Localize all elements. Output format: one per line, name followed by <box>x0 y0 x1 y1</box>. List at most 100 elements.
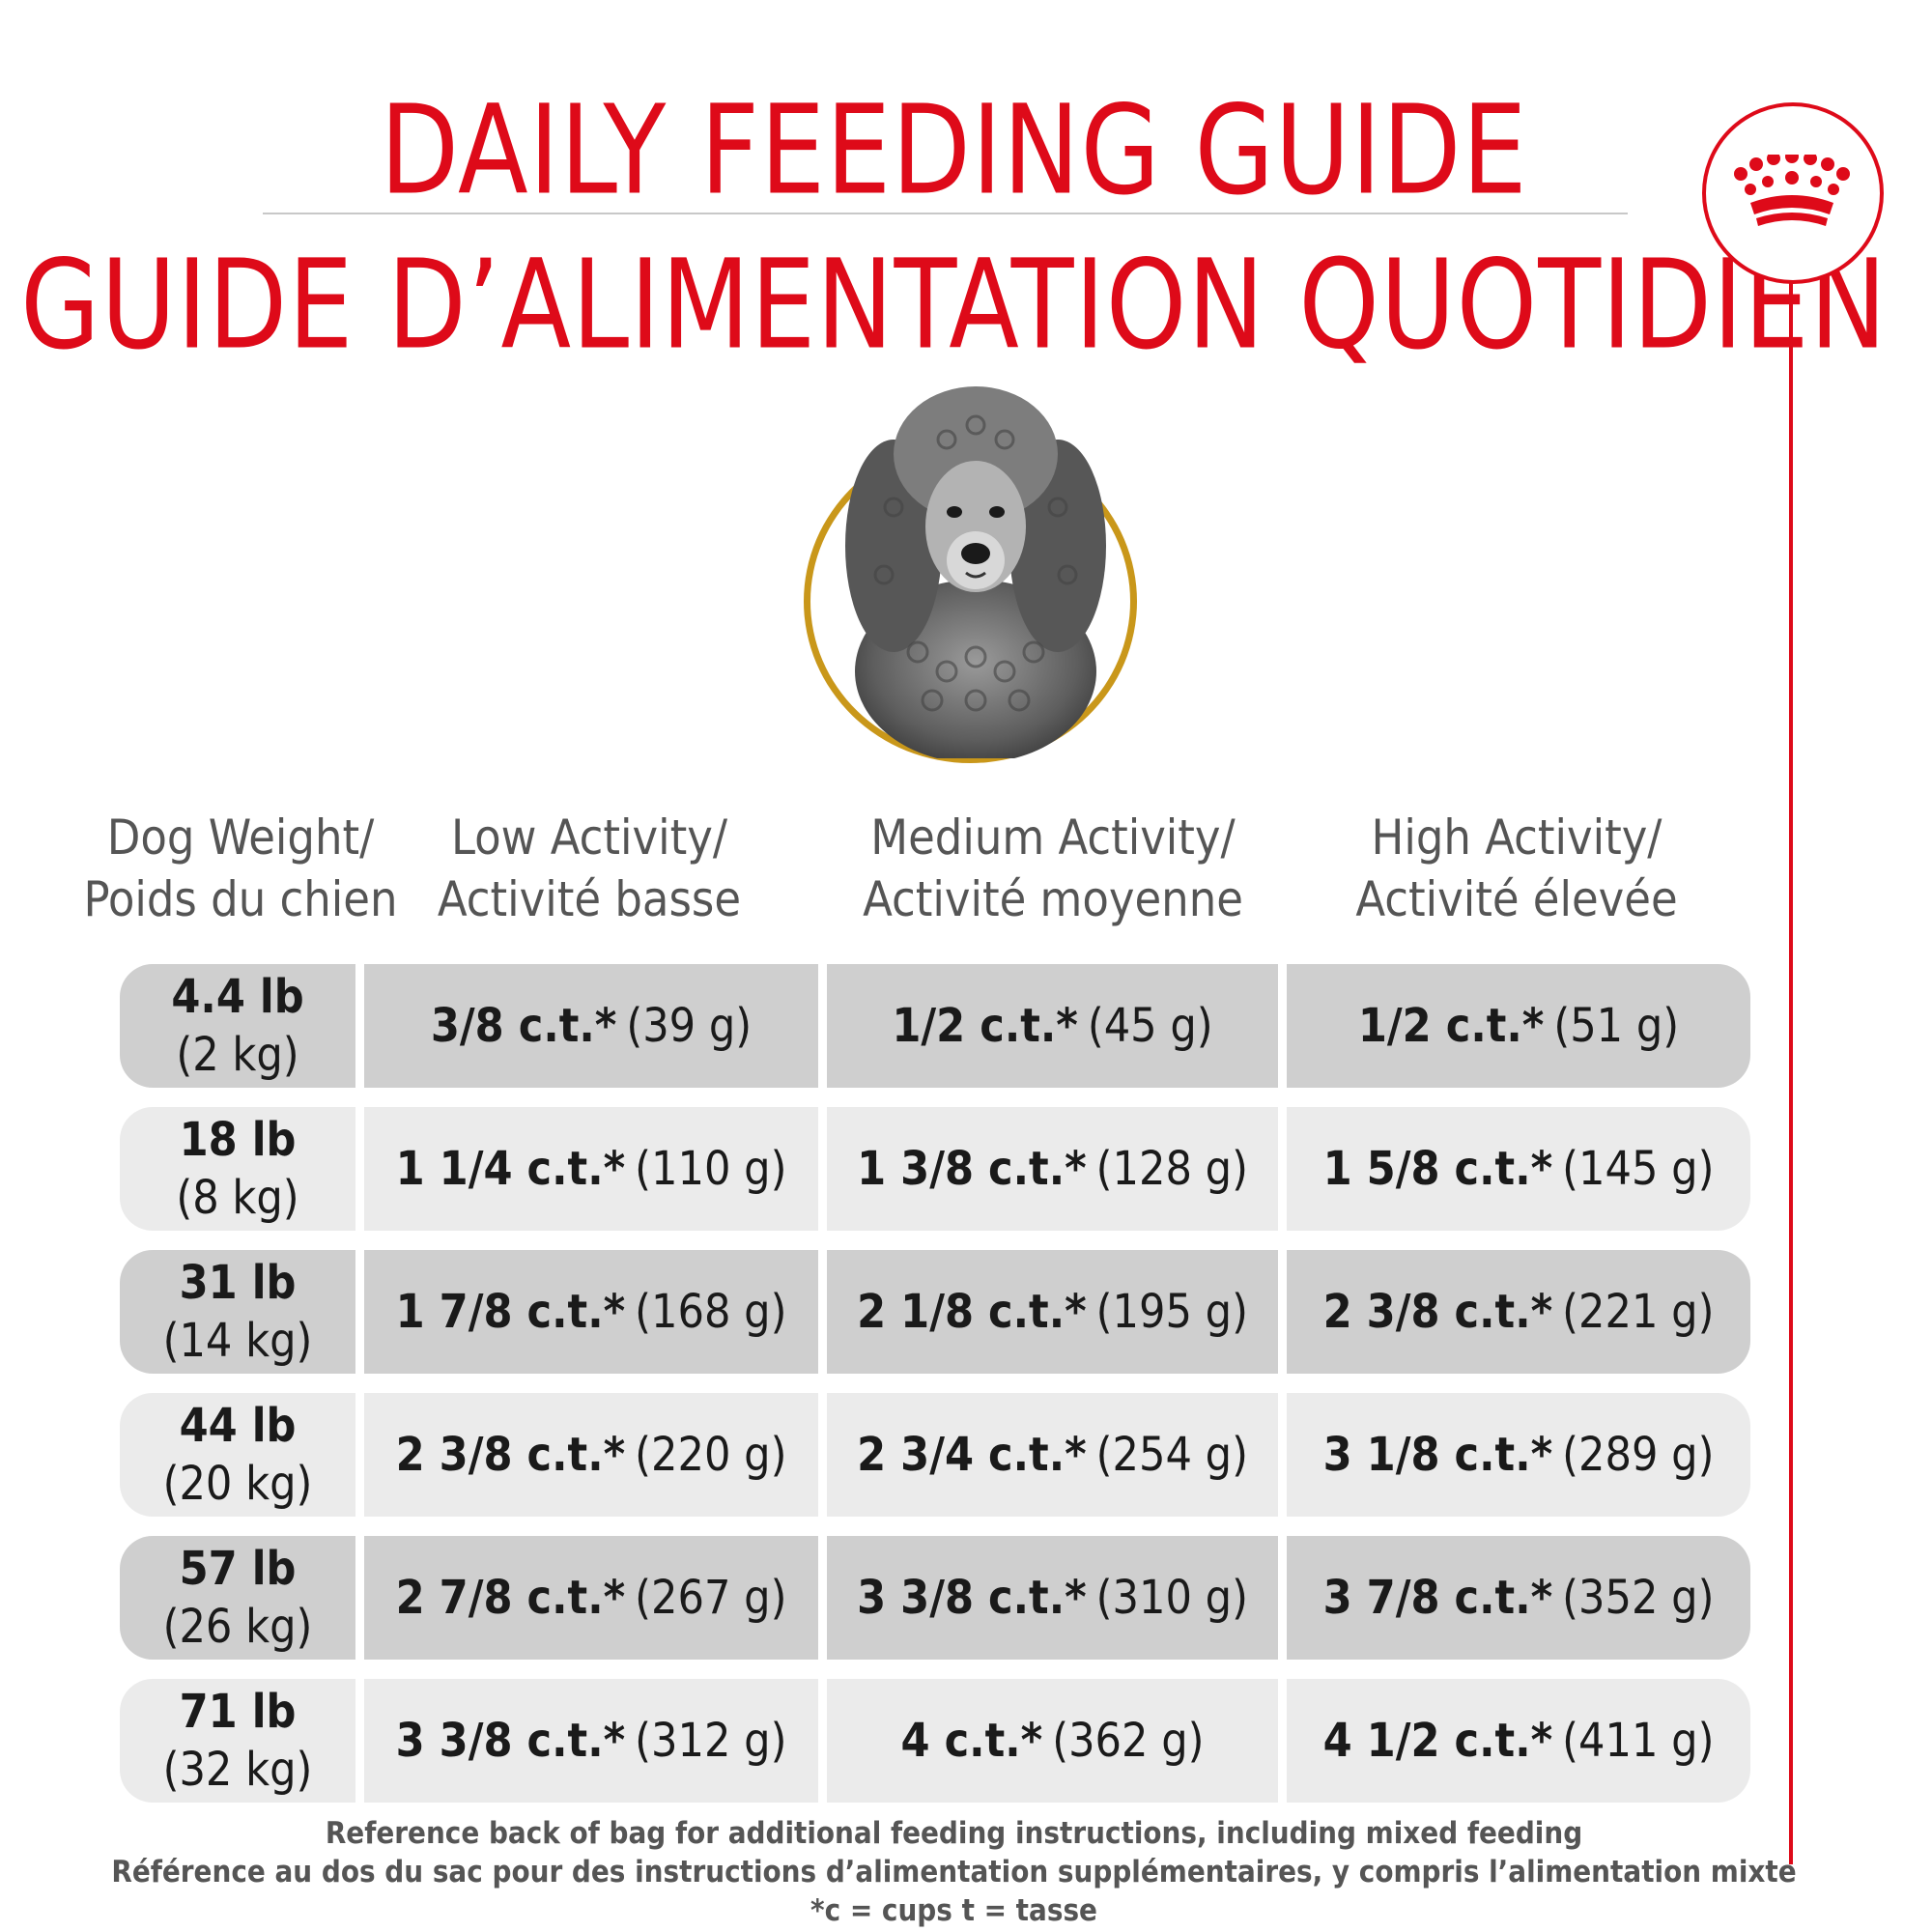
title-divider <box>263 213 1628 214</box>
portion-cell-med: 2 3/4 c.t.* (254 g) <box>827 1393 1278 1517</box>
portion-cell-low: 1 1/4 c.t.* (110 g) <box>364 1107 818 1231</box>
column-divider <box>1278 964 1287 1088</box>
portion-grams: (352 g) <box>1562 1571 1715 1625</box>
portion-grams: (289 g) <box>1562 1428 1715 1482</box>
portion-amount: 4 1/2 c.t.* <box>1322 1714 1553 1768</box>
column-divider <box>355 1393 364 1517</box>
portion-grams: (411 g) <box>1562 1714 1715 1768</box>
portion-amount: 2 3/8 c.t.* <box>1322 1285 1553 1339</box>
portion-grams: (45 g) <box>1087 999 1213 1053</box>
column-divider <box>1278 1536 1287 1660</box>
portion-amount: 3 7/8 c.t.* <box>1322 1571 1553 1625</box>
portion-cell-low: 3 3/8 c.t.* (312 g) <box>364 1679 818 1803</box>
portion-grams: (195 g) <box>1095 1285 1248 1339</box>
weight-kg: (26 kg) <box>162 1600 313 1654</box>
portion-cell-high: 3 1/8 c.t.* (289 g) <box>1287 1393 1750 1517</box>
weight-lb: 44 lb <box>179 1399 297 1453</box>
weight-kg: (8 kg) <box>176 1171 299 1225</box>
portion-amount: 1 1/4 c.t.* <box>395 1142 626 1196</box>
column-divider <box>355 1679 364 1803</box>
portion-amount: 3/8 c.t.* <box>430 999 617 1053</box>
poodle-dog-icon <box>845 386 1106 758</box>
portion-amount: 2 3/4 c.t.* <box>857 1428 1087 1482</box>
footnote-units: *c = cups t = tasse <box>810 1893 1097 1928</box>
column-divider <box>818 1250 827 1374</box>
weight-kg: (20 kg) <box>162 1457 313 1511</box>
weight-cell: 71 lb (32 kg) <box>120 1679 355 1803</box>
table-row <box>120 1679 1750 1803</box>
title-french: GUIDE D’ALIMENTATION QUOTIDIEN <box>20 232 1888 377</box>
column-divider <box>818 1679 827 1803</box>
column-header-medium-activity: Medium Activity/Activité moyenne <box>863 810 1243 927</box>
weight-lb: 31 lb <box>179 1256 297 1310</box>
portion-cell-low: 3/8 c.t.* (39 g) <box>364 964 818 1088</box>
footnote-english: Reference back of bag for additional fee… <box>325 1816 1583 1851</box>
column-header-weight: Dog Weight/Poids du chien <box>83 810 398 927</box>
column-divider <box>818 1107 827 1231</box>
portion-amount: 2 1/8 c.t.* <box>857 1285 1087 1339</box>
weight-kg: (2 kg) <box>176 1028 299 1082</box>
weight-cell: 31 lb (14 kg) <box>120 1250 355 1374</box>
footnote-french: Référence au dos du sac pour des instruc… <box>111 1855 1797 1889</box>
table-row <box>120 1107 1750 1231</box>
portion-grams: (267 g) <box>635 1571 787 1625</box>
weight-lb: 18 lb <box>179 1113 297 1167</box>
portion-cell-low: 2 7/8 c.t.* (267 g) <box>364 1536 818 1660</box>
column-header-high-activity: High Activity/Activité élevée <box>1355 810 1678 927</box>
portion-amount: 3 1/8 c.t.* <box>1322 1428 1553 1482</box>
portion-amount: 1/2 c.t.* <box>1357 999 1545 1053</box>
portion-cell-med: 3 3/8 c.t.* (310 g) <box>827 1536 1278 1660</box>
table-row <box>120 1393 1750 1517</box>
portion-amount: 4 c.t.* <box>900 1714 1043 1768</box>
portion-cell-med: 4 c.t.* (362 g) <box>827 1679 1278 1803</box>
portion-cell-high: 4 1/2 c.t.* (411 g) <box>1287 1679 1750 1803</box>
title-english: DAILY FEEDING GUIDE <box>380 77 1528 222</box>
portion-grams: (39 g) <box>626 999 753 1053</box>
portion-grams: (110 g) <box>635 1142 787 1196</box>
column-divider <box>1278 1107 1287 1231</box>
portion-grams: (168 g) <box>635 1285 787 1339</box>
table-row <box>120 1250 1750 1374</box>
portion-amount: 3 3/8 c.t.* <box>395 1714 626 1768</box>
column-divider <box>818 1536 827 1660</box>
portion-amount: 2 7/8 c.t.* <box>395 1571 626 1625</box>
portion-grams: (310 g) <box>1095 1571 1248 1625</box>
column-divider <box>1278 1393 1287 1517</box>
weight-cell: 57 lb (26 kg) <box>120 1536 355 1660</box>
portion-grams: (51 g) <box>1553 999 1680 1053</box>
brand-vertical-line <box>1789 282 1793 1864</box>
column-divider <box>355 964 364 1088</box>
table-row <box>120 1536 1750 1660</box>
column-divider <box>355 1250 364 1374</box>
crown-icon <box>1734 155 1850 226</box>
portion-grams: (145 g) <box>1562 1142 1715 1196</box>
portion-amount: 1/2 c.t.* <box>892 999 1078 1053</box>
weight-cell: 18 lb (8 kg) <box>120 1107 355 1231</box>
portion-cell-low: 2 3/8 c.t.* (220 g) <box>364 1393 818 1517</box>
table-row <box>120 964 1750 1088</box>
portion-amount: 1 7/8 c.t.* <box>395 1285 626 1339</box>
portion-grams: (254 g) <box>1095 1428 1248 1482</box>
column-divider <box>355 1107 364 1231</box>
portion-cell-high: 3 7/8 c.t.* (352 g) <box>1287 1536 1750 1660</box>
portion-cell-med: 1 3/8 c.t.* (128 g) <box>827 1107 1278 1231</box>
portion-amount: 2 3/8 c.t.* <box>395 1428 626 1482</box>
weight-kg: (14 kg) <box>162 1314 313 1368</box>
column-divider <box>818 964 827 1088</box>
brand-logo-badge <box>1702 102 1884 284</box>
column-divider <box>1278 1250 1287 1374</box>
portion-grams: (362 g) <box>1052 1714 1205 1768</box>
portion-amount: 3 3/8 c.t.* <box>857 1571 1087 1625</box>
portion-cell-med: 1/2 c.t.* (45 g) <box>827 964 1278 1088</box>
weight-lb: 4.4 lb <box>171 970 304 1024</box>
portion-grams: (221 g) <box>1562 1285 1715 1339</box>
portion-amount: 1 5/8 c.t.* <box>1322 1142 1553 1196</box>
column-divider <box>355 1536 364 1660</box>
portion-amount: 1 3/8 c.t.* <box>857 1142 1087 1196</box>
portion-cell-low: 1 7/8 c.t.* (168 g) <box>364 1250 818 1374</box>
portion-grams: (128 g) <box>1095 1142 1248 1196</box>
weight-lb: 57 lb <box>179 1542 297 1596</box>
portion-cell-med: 2 1/8 c.t.* (195 g) <box>827 1250 1278 1374</box>
weight-kg: (32 kg) <box>162 1743 313 1797</box>
column-header-low-activity: Low Activity/Activité basse <box>437 810 742 927</box>
